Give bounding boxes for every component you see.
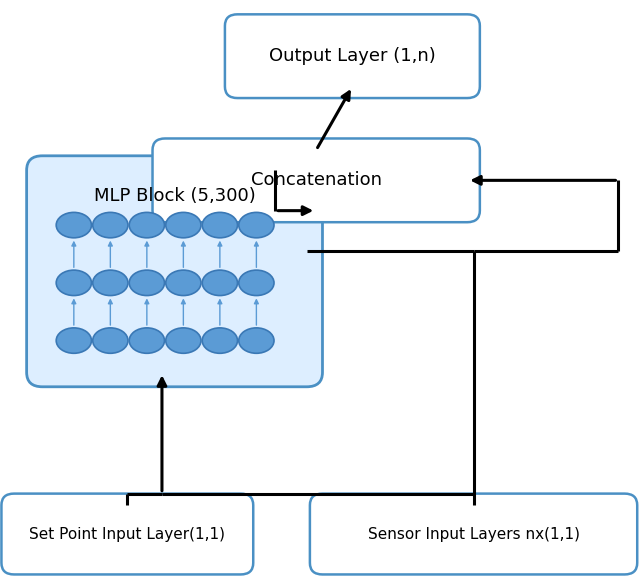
Ellipse shape (202, 270, 237, 296)
FancyBboxPatch shape (27, 156, 323, 387)
Ellipse shape (202, 212, 237, 238)
Ellipse shape (239, 212, 274, 238)
Text: Set Point Input Layer(1,1): Set Point Input Layer(1,1) (29, 526, 225, 542)
Ellipse shape (56, 212, 92, 238)
Ellipse shape (166, 212, 201, 238)
FancyBboxPatch shape (152, 139, 480, 222)
Ellipse shape (239, 328, 274, 353)
Text: MLP Block (5,300): MLP Block (5,300) (93, 187, 255, 205)
Ellipse shape (202, 328, 237, 353)
Ellipse shape (56, 328, 92, 353)
FancyBboxPatch shape (225, 15, 480, 98)
Ellipse shape (129, 212, 164, 238)
FancyBboxPatch shape (310, 494, 637, 574)
Ellipse shape (166, 270, 201, 296)
Ellipse shape (93, 270, 128, 296)
FancyBboxPatch shape (1, 494, 253, 574)
Text: Sensor Input Layers nx(1,1): Sensor Input Layers nx(1,1) (367, 526, 580, 542)
Ellipse shape (56, 270, 92, 296)
Ellipse shape (129, 270, 164, 296)
Ellipse shape (93, 212, 128, 238)
Ellipse shape (166, 328, 201, 353)
Ellipse shape (239, 270, 274, 296)
Text: Concatenation: Concatenation (251, 171, 381, 189)
Text: Output Layer (1,n): Output Layer (1,n) (269, 47, 436, 65)
Ellipse shape (129, 328, 164, 353)
Ellipse shape (93, 328, 128, 353)
